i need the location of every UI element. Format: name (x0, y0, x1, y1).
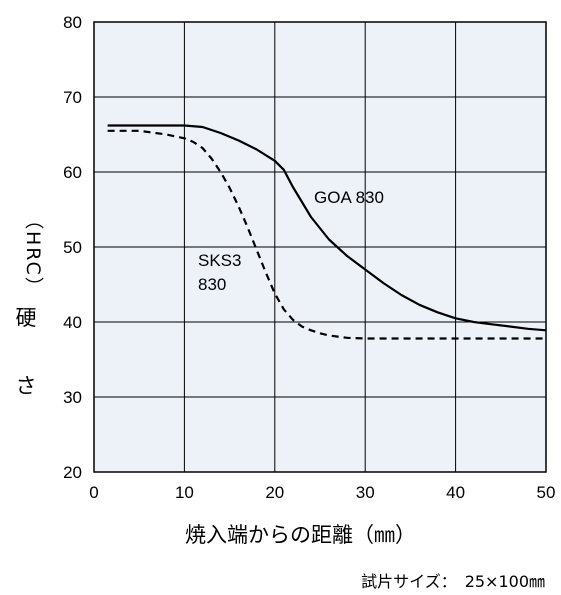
x-tick-label: 10 (175, 483, 194, 502)
y-tick-label: 70 (63, 88, 82, 107)
x-axis-ticks: 0 10 20 30 40 50 (89, 483, 555, 502)
y-tick-label: 30 (63, 388, 82, 407)
x-tick-label: 0 (89, 483, 98, 502)
y-tick-label: 60 (63, 163, 82, 182)
x-tick-label: 30 (356, 483, 375, 502)
y-axis-title: （HRC） 硬さ (6, 170, 46, 410)
series-layer (107, 124, 547, 340)
series-labels: GOA 830 SKS3 830 (198, 188, 384, 294)
y-axis-ticks: 20 30 40 50 60 70 80 (63, 13, 82, 482)
plot-frame (93, 21, 547, 473)
specimen-size-note: 試片サイズ： 25×100㎜ (361, 572, 545, 591)
x-axis-label: 焼入端からの距離（㎜） (185, 523, 416, 547)
series-line-1 (107, 129, 546, 340)
y-axis-label-char: 硬 (15, 306, 37, 330)
y-tick-label: 20 (63, 463, 82, 482)
series-label-1: 830 (198, 275, 226, 294)
series-label-0: GOA 830 (314, 188, 384, 207)
grid-lines (94, 22, 546, 472)
y-tick-label: 50 (63, 238, 82, 257)
y-tick-label: 80 (63, 13, 82, 32)
series-line-0 (107, 124, 547, 332)
x-tick-label: 20 (265, 483, 284, 502)
x-tick-label: 50 (537, 483, 556, 502)
x-tick-label: 40 (446, 483, 465, 502)
y-axis-label-char: さ (15, 374, 37, 398)
y-tick-label: 40 (63, 313, 82, 332)
series-label-1: SKS3 (198, 251, 241, 270)
y-axis-unit: （HRC） (22, 210, 44, 298)
